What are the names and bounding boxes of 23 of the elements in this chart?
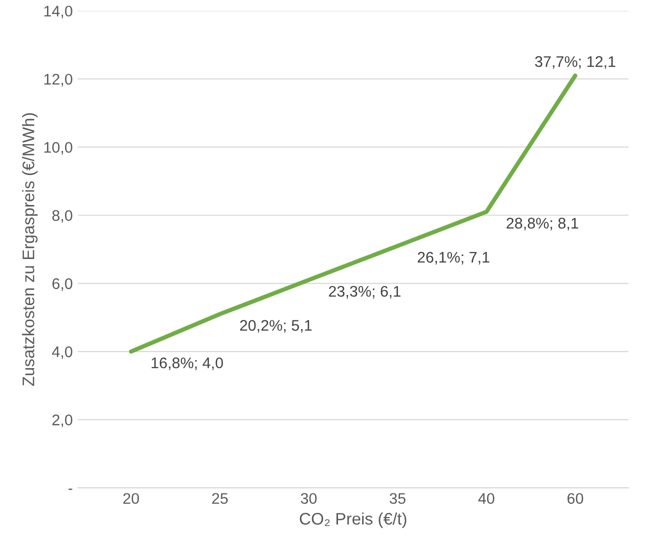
y-tick-label: 2,0 xyxy=(52,414,72,428)
x-tick-label: 30 xyxy=(300,493,317,504)
y-tick-label: 12,0 xyxy=(44,74,72,86)
y-tick-label: 4,0 xyxy=(52,346,72,360)
y-axis-title: Zusatzkosten zu Ergaspreis (€/MWh) xyxy=(22,113,38,386)
line-series xyxy=(128,73,578,354)
x-tick-label: 40 xyxy=(478,493,494,504)
x-tick-label: 20 xyxy=(123,493,139,504)
data-label: 20,2%; 5,1 xyxy=(240,320,312,333)
y-tick-label: 6,0 xyxy=(52,278,72,291)
data-label: 16,8%; 4,0 xyxy=(152,357,223,370)
data-label: 28,8%; 8,1 xyxy=(506,218,578,230)
x-tick-label: 25 xyxy=(212,493,228,504)
y-tick-label: 8,0 xyxy=(52,210,72,223)
x-tick-label: 35 xyxy=(390,493,406,504)
y-tick-label: 10,0 xyxy=(44,142,72,155)
data-label: 37,7%; 12,1 xyxy=(535,56,616,69)
y-tick-label: 14,0 xyxy=(44,6,72,18)
data-label: 23,3%; 6,1 xyxy=(328,286,400,299)
x-axis-title: CO₂ Preis (€/t) xyxy=(300,512,406,528)
data-label: 26,1%; 7,1 xyxy=(418,252,490,264)
y-tick-label: - xyxy=(68,488,72,490)
x-tick-label: 60 xyxy=(568,493,584,504)
